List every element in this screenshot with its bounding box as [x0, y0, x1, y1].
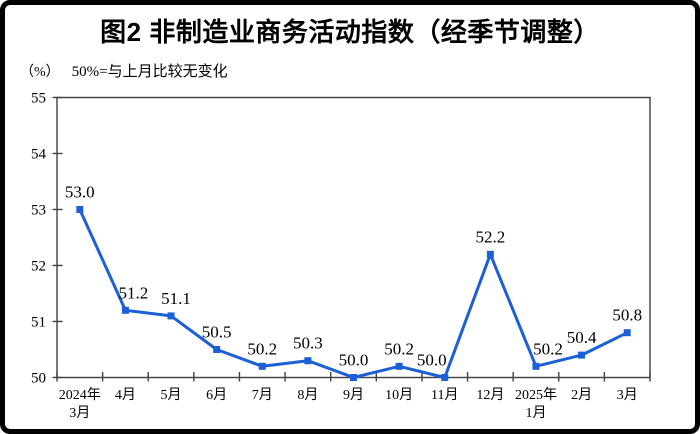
svg-text:50.0: 50.0	[339, 351, 369, 370]
svg-text:50.3: 50.3	[293, 334, 323, 353]
svg-text:55: 55	[31, 91, 46, 107]
svg-text:50.0: 50.0	[417, 351, 447, 370]
svg-text:1月: 1月	[525, 405, 546, 421]
svg-text:51: 51	[31, 315, 46, 331]
svg-text:50.2: 50.2	[247, 339, 277, 358]
svg-text:51.1: 51.1	[161, 289, 191, 308]
svg-text:3月: 3月	[69, 405, 90, 421]
subtitle-row: （%） 50%=与上月比较无变化	[20, 60, 228, 81]
svg-text:52: 52	[31, 259, 46, 275]
svg-text:50.2: 50.2	[384, 339, 414, 358]
svg-text:10月: 10月	[385, 387, 413, 403]
svg-text:50.4: 50.4	[567, 328, 597, 347]
svg-text:8月: 8月	[297, 387, 318, 403]
svg-text:6月: 6月	[206, 387, 227, 403]
svg-text:3月: 3月	[617, 387, 638, 403]
chart-title: 图2 非制造业商务活动指数（经季节调整）	[100, 17, 600, 47]
svg-text:53: 53	[31, 203, 46, 219]
svg-text:50.5: 50.5	[202, 323, 232, 342]
svg-text:5月: 5月	[161, 387, 182, 403]
svg-text:51.2: 51.2	[119, 283, 149, 302]
svg-text:50.8: 50.8	[612, 306, 642, 325]
svg-text:53.0: 53.0	[65, 183, 95, 202]
svg-text:11月: 11月	[431, 387, 458, 403]
svg-text:7月: 7月	[252, 387, 273, 403]
svg-text:50.2: 50.2	[533, 339, 563, 358]
svg-text:2024年: 2024年	[59, 387, 101, 403]
svg-text:52.2: 52.2	[475, 227, 505, 246]
svg-text:50: 50	[31, 371, 46, 387]
svg-text:2月: 2月	[571, 387, 592, 403]
svg-text:4月: 4月	[115, 387, 136, 403]
svg-text:54: 54	[31, 147, 47, 163]
y-axis-unit-label: （%）	[20, 65, 60, 80]
svg-text:12月: 12月	[476, 387, 504, 403]
svg-text:2025年: 2025年	[515, 387, 557, 403]
svg-text:9月: 9月	[343, 387, 364, 403]
reference-note: 50%=与上月比较无变化	[71, 64, 228, 80]
